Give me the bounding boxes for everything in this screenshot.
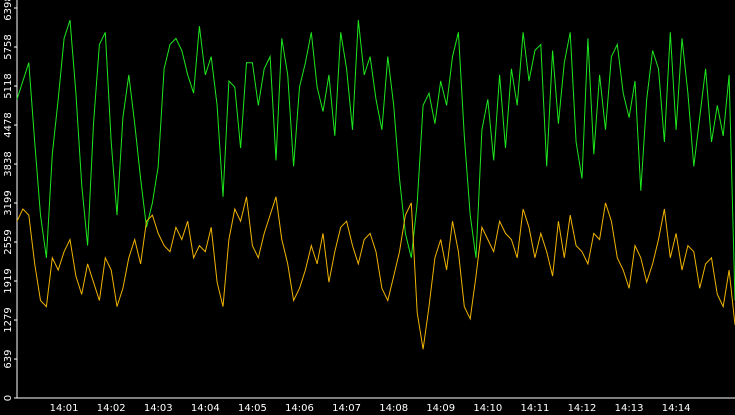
x-tick-label: 14:05 xyxy=(238,403,267,414)
y-tick-label: 2559 xyxy=(3,229,14,254)
x-tick-label: 14:02 xyxy=(97,403,126,414)
series-line xyxy=(16,19,735,301)
y-tick-label: 639 xyxy=(3,350,14,369)
y-tick-label: 1919 xyxy=(3,268,14,293)
y-tick-label: 6398 xyxy=(3,0,14,21)
x-tick-label: 14:10 xyxy=(473,403,502,414)
series-line xyxy=(16,196,735,350)
x-tick-label: 14:11 xyxy=(520,403,549,414)
x-tick-label: 14:01 xyxy=(50,403,79,414)
x-tick-label: 14:13 xyxy=(615,403,644,414)
y-tick-label: 5758 xyxy=(3,34,14,59)
x-tick-label: 14:06 xyxy=(285,403,314,414)
y-tick-label: 0 xyxy=(3,395,14,401)
y-tick-label: 3199 xyxy=(3,190,14,215)
x-tick-label: 14:12 xyxy=(568,403,597,414)
x-tick-label: 14:03 xyxy=(144,403,173,414)
x-tick-label: 14:14 xyxy=(662,403,691,414)
y-tick-label: 1279 xyxy=(3,307,14,332)
y-tick-label: 3838 xyxy=(3,151,14,176)
y-tick-label: 5118 xyxy=(3,73,14,98)
x-tick-label: 14:08 xyxy=(379,403,408,414)
y-tick-label: 4478 xyxy=(3,112,14,137)
x-tick-label: 14:09 xyxy=(426,403,455,414)
x-tick-label: 14:07 xyxy=(332,403,361,414)
x-tick-label: 14:04 xyxy=(191,403,220,414)
